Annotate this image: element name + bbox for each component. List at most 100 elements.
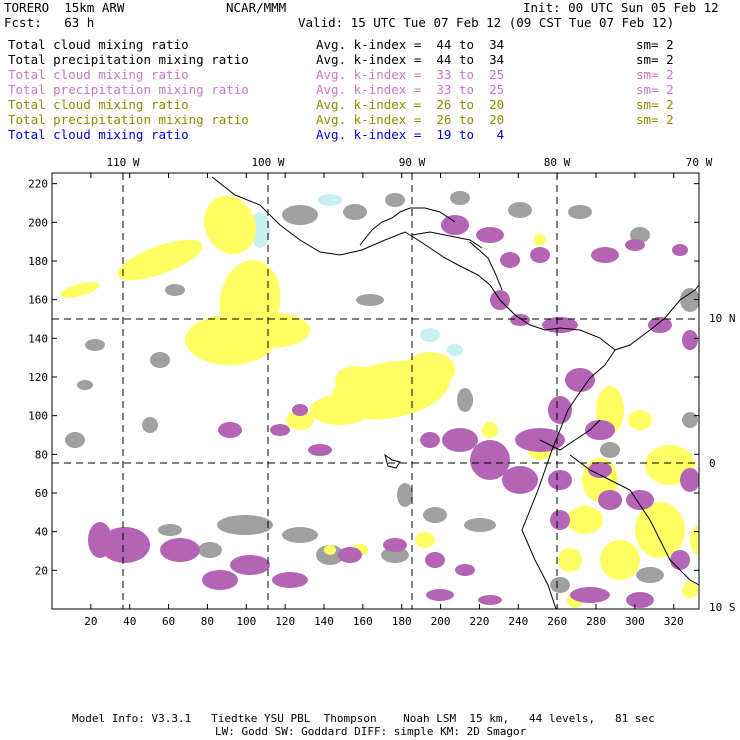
- valid-time: Valid: 15 UTC Tue 07 Feb 12 (09 CST Tue …: [298, 15, 675, 30]
- cloud-field-yellow: [682, 582, 698, 598]
- cloud-field-gray: [158, 524, 182, 536]
- longitude-label: 80 W: [544, 156, 571, 169]
- cloud-field-purple: [292, 404, 308, 416]
- cloud-field-gray: [198, 542, 222, 558]
- legend-kindex: Avg. k-index = 44 to 34: [316, 37, 505, 52]
- cloud-field-gray: [150, 352, 170, 368]
- cloud-field-gray: [282, 527, 318, 543]
- x-tick-label: 300: [625, 615, 645, 628]
- cloud-field-yellow: [324, 545, 336, 555]
- cloud-field-gray: [142, 417, 158, 433]
- y-tick-label: 140: [28, 332, 48, 345]
- longitude-label: 90 W: [399, 156, 426, 169]
- cloud-field-gray: [450, 191, 470, 205]
- cloud-field-yellow: [415, 532, 435, 548]
- cloud-field-purple: [500, 252, 520, 268]
- x-tick-label: 60: [162, 615, 175, 628]
- legend: Total cloud mixing ratio Avg. k-index = …: [0, 0, 740, 145]
- y-tick-label: 80: [35, 448, 48, 461]
- legend-field-name: Total cloud mixing ratio: [8, 37, 189, 52]
- legend-row: Total precipitation mixing ratio Avg. k-…: [0, 52, 740, 67]
- cloud-field-purple: [510, 314, 530, 326]
- legend-row: Total precipitation mixing ratio Avg. k-…: [0, 112, 740, 127]
- legend-row: Total precipitation mixing ratio Avg. k-…: [0, 82, 740, 97]
- cloud-field-purple: [476, 227, 504, 243]
- cloud-field-purple: [230, 555, 270, 575]
- x-tick-label: 320: [664, 615, 684, 628]
- cloud-field-gray: [423, 507, 447, 523]
- y-tick-label: 180: [28, 255, 48, 268]
- cloud-field-purple: [682, 330, 698, 350]
- x-tick-label: 100: [236, 615, 256, 628]
- cloud-field-gray: [85, 339, 105, 351]
- x-tick-label: 180: [392, 615, 412, 628]
- coastline: [539, 419, 601, 451]
- x-tick-label: 140: [314, 615, 334, 628]
- legend-smoothing: sm= 2: [636, 37, 674, 52]
- cloud-field-purple: [272, 572, 308, 588]
- legend-row: Total cloud mixing ratio Avg. k-index = …: [0, 97, 740, 112]
- cloud-field-light-blue: [318, 194, 342, 206]
- x-tick-label: 220: [470, 615, 490, 628]
- cloud-field-yellow: [600, 540, 640, 580]
- cloud-field-gray: [600, 442, 620, 458]
- legend-kindex: Avg. k-index = 26 to 20: [316, 112, 505, 127]
- x-tick-label: 40: [123, 615, 136, 628]
- y-tick-label: 100: [28, 410, 48, 423]
- cloud-field-yellow: [60, 282, 100, 298]
- cloud-field-gray: [65, 432, 85, 448]
- cloud-field-purple: [530, 247, 550, 263]
- longitude-label: 70 W: [686, 156, 713, 169]
- coastline: [384, 453, 401, 469]
- cloud-field-purple: [672, 244, 688, 256]
- cloud-field-purple: [160, 538, 200, 562]
- coastline: [211, 176, 616, 351]
- cloud-field-purple: [565, 368, 595, 392]
- legend-smoothing: sm= 2: [636, 82, 674, 97]
- legend-kindex: Avg. k-index = 26 to 20: [316, 97, 505, 112]
- y-tick-label: 200: [28, 216, 48, 229]
- x-tick-label: 240: [508, 615, 528, 628]
- cloud-field-yellow: [690, 525, 699, 555]
- cloud-field-yellow: [405, 352, 455, 388]
- legend-row: Total cloud mixing ratio Avg. k-index = …: [0, 37, 740, 52]
- cloud-field-gray: [165, 284, 185, 296]
- cloud-field-purple: [308, 444, 332, 456]
- legend-kindex: Avg. k-index = 19 to 4: [316, 127, 505, 142]
- cloud-field-purple: [426, 589, 454, 601]
- model-title: TORERO 15km ARW: [4, 0, 125, 15]
- legend-field-name: Total precipitation mixing ratio: [8, 52, 249, 67]
- cloud-field-gray: [217, 515, 273, 535]
- y-tick-label: 120: [28, 371, 48, 384]
- latitude-label: 10 N: [709, 312, 736, 325]
- cloud-field-gray: [508, 202, 532, 218]
- cloud-field-purple: [425, 552, 445, 568]
- cloud-field-purple: [598, 490, 622, 510]
- legend-kindex: Avg. k-index = 33 to 25: [316, 82, 505, 97]
- cloud-field-purple: [442, 428, 478, 452]
- cloud-field-purple: [270, 424, 290, 436]
- latitude-label: 10 S: [709, 601, 736, 614]
- cloud-field-yellow: [558, 548, 582, 572]
- cloud-field-purple: [420, 432, 440, 448]
- cloud-field-yellow: [482, 422, 498, 438]
- latitude-label: 0: [709, 457, 716, 470]
- cloud-field-purple: [626, 490, 654, 510]
- cloud-field-gray: [77, 380, 93, 390]
- legend-field-name: Total cloud mixing ratio: [8, 127, 189, 142]
- x-tick-label: 160: [353, 615, 373, 628]
- cloud-field-purple: [625, 239, 645, 251]
- cloud-field-purple: [588, 462, 612, 478]
- model-info-line: Model Info: V3.3.1 Tiedtke YSU PBL Thomp…: [72, 712, 655, 725]
- init-time: Init: 00 UTC Sun 05 Feb 12: [523, 0, 719, 15]
- cloud-field-gray: [680, 288, 699, 312]
- cloud-field-purple: [455, 564, 475, 576]
- legend-field-name: Total precipitation mixing ratio: [8, 112, 249, 127]
- cloud-field-purple: [670, 550, 690, 570]
- cloud-field-purple: [548, 470, 572, 490]
- cloud-field-gray: [568, 205, 592, 219]
- cloud-field-yellow: [635, 502, 685, 558]
- cloud-field-purple: [570, 587, 610, 603]
- cloud-field-gray: [381, 547, 409, 563]
- x-tick-label: 120: [275, 615, 295, 628]
